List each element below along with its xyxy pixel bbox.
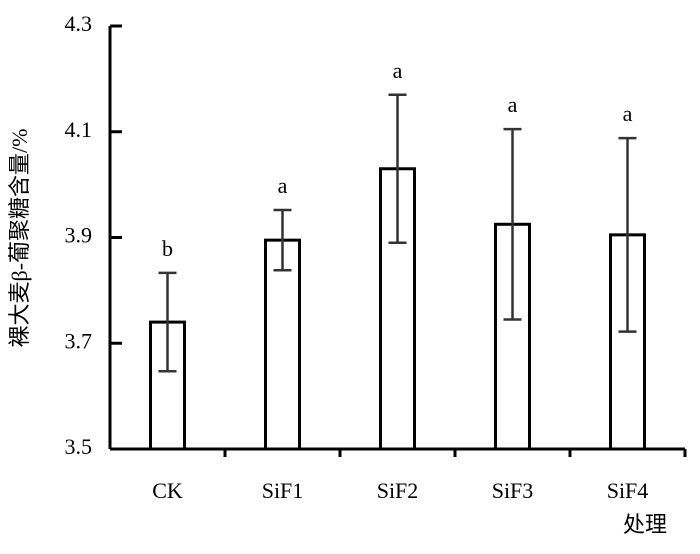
x-tick-label: SiF1 <box>262 478 304 503</box>
bar <box>494 222 531 451</box>
y-tick-label: 3.5 <box>65 434 93 459</box>
x-tick-label: CK <box>152 478 183 503</box>
bar <box>379 167 416 451</box>
x-tick-label: SiF2 <box>377 478 419 503</box>
y-tick-label: 3.9 <box>65 223 93 248</box>
y-axis-label: 裸大麦β-葡聚糖含量/% <box>7 129 32 348</box>
x-axis-label: 处理 <box>623 512 667 537</box>
significance-letter: b <box>162 236 173 261</box>
significance-letter: a <box>278 173 288 198</box>
y-tick-label: 3.7 <box>65 328 93 353</box>
significance-letter: a <box>623 101 633 126</box>
significance-letter: a <box>393 58 403 83</box>
x-tick-label: SiF4 <box>607 478 649 503</box>
y-tick-label: 4.3 <box>65 11 93 36</box>
significance-letter: a <box>508 92 518 117</box>
x-tick-label: SiF3 <box>492 478 534 503</box>
y-tick-label: 4.1 <box>65 117 93 142</box>
